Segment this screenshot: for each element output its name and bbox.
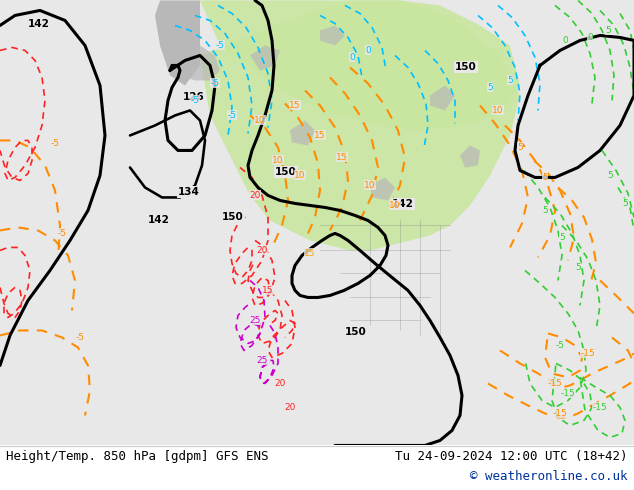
Text: -5: -5 — [216, 41, 224, 50]
Text: -15: -15 — [548, 379, 562, 388]
Text: 10: 10 — [272, 156, 284, 165]
Text: © weatheronline.co.uk: © weatheronline.co.uk — [470, 469, 628, 483]
Text: 126: 126 — [183, 93, 205, 102]
Text: 142: 142 — [392, 199, 414, 209]
Polygon shape — [430, 85, 455, 110]
Polygon shape — [155, 0, 200, 85]
Text: 0: 0 — [562, 36, 568, 45]
Text: 10: 10 — [254, 116, 266, 125]
Text: 20: 20 — [284, 403, 295, 412]
Text: 150: 150 — [345, 327, 366, 338]
Text: 5: 5 — [607, 171, 613, 180]
Polygon shape — [370, 177, 395, 200]
Polygon shape — [460, 146, 480, 168]
Text: 5: 5 — [575, 263, 581, 272]
Text: 10: 10 — [294, 171, 306, 180]
Text: -15: -15 — [593, 403, 607, 412]
Text: 0: 0 — [587, 33, 593, 42]
Polygon shape — [320, 25, 345, 46]
Polygon shape — [175, 46, 220, 80]
Text: 15: 15 — [262, 286, 274, 295]
Polygon shape — [250, 46, 280, 71]
Text: 20: 20 — [249, 191, 261, 200]
Text: 142: 142 — [148, 216, 170, 225]
Text: 134: 134 — [178, 188, 200, 197]
Text: 10: 10 — [365, 181, 376, 190]
Text: -5: -5 — [210, 79, 219, 88]
Text: -15: -15 — [553, 409, 567, 418]
Text: 5: 5 — [542, 173, 548, 182]
Text: Tu 24-09-2024 12:00 UTC (18+42): Tu 24-09-2024 12:00 UTC (18+42) — [395, 450, 628, 463]
Text: 150: 150 — [222, 213, 243, 222]
Text: 10: 10 — [389, 201, 401, 210]
Text: -15: -15 — [581, 349, 595, 358]
Text: -5: -5 — [75, 333, 84, 342]
Text: -5: -5 — [555, 341, 564, 350]
Text: 150: 150 — [455, 62, 477, 73]
Text: -15: -15 — [560, 389, 576, 398]
Text: 15: 15 — [314, 131, 326, 140]
Text: Height/Temp. 850 hPa [gdpm] GFS ENS: Height/Temp. 850 hPa [gdpm] GFS ENS — [6, 450, 269, 463]
Text: 142: 142 — [28, 20, 50, 29]
Text: 5: 5 — [517, 143, 523, 152]
Text: 5: 5 — [622, 199, 628, 208]
Text: 5: 5 — [487, 83, 493, 92]
Text: 5: 5 — [559, 233, 565, 242]
Text: 5: 5 — [507, 76, 513, 85]
Text: -5: -5 — [58, 229, 67, 238]
Text: 20: 20 — [256, 246, 268, 255]
Text: 15: 15 — [304, 249, 316, 258]
Text: 10: 10 — [492, 106, 504, 115]
Polygon shape — [290, 121, 315, 146]
Text: 150: 150 — [275, 168, 297, 177]
Text: 25: 25 — [249, 316, 261, 325]
Text: 15: 15 — [336, 153, 348, 162]
Text: 0: 0 — [365, 46, 371, 55]
Text: 5: 5 — [605, 26, 611, 35]
Text: 5: 5 — [542, 206, 548, 215]
Text: 0: 0 — [349, 53, 355, 62]
Text: 20: 20 — [275, 379, 286, 388]
Text: 25: 25 — [256, 356, 268, 365]
Text: 15: 15 — [289, 101, 301, 110]
Text: -5: -5 — [51, 139, 60, 148]
Polygon shape — [200, 0, 520, 250]
Text: -5: -5 — [228, 111, 236, 120]
Polygon shape — [200, 0, 520, 130]
Text: -5: -5 — [190, 96, 200, 105]
